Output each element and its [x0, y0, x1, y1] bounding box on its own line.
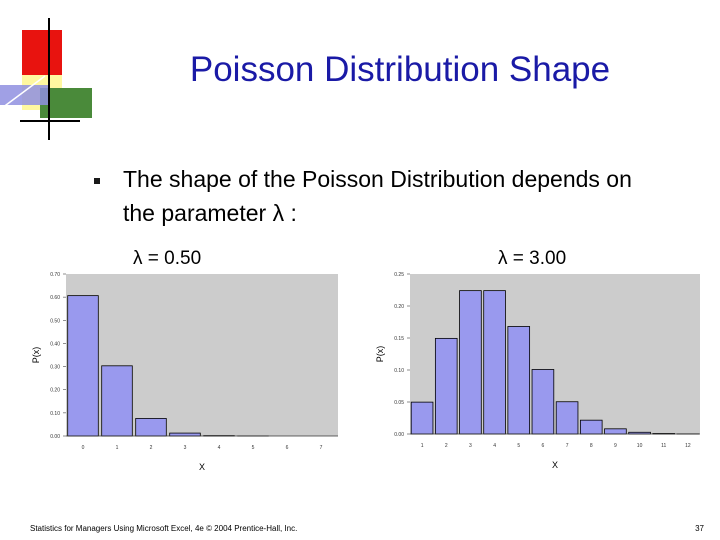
y-tick-label: 0.60 — [50, 295, 60, 301]
bullet-text: The shape of the Poisson Distribution de… — [123, 166, 632, 226]
bar — [434, 337, 458, 435]
x-tick-label: 8 — [590, 443, 593, 449]
x-tick-label: 5 — [517, 443, 520, 449]
x-tick-label: 3 — [184, 445, 187, 451]
bar — [555, 401, 579, 435]
bar — [67, 295, 99, 437]
x-tick-label: 3 — [469, 443, 472, 449]
x-tick-label: 11 — [661, 443, 666, 449]
x-axis-label: X — [199, 462, 205, 472]
poisson-chart-lambda-3: 0.000.050.100.150.200.251 2 3 4 5 6 7 8 9 10 11 12X… — [375, 272, 700, 470]
y-tick-label: 0.70 — [50, 272, 60, 278]
lambda-label-left: λ = 0.50 — [133, 248, 202, 269]
x-tick-label: 0 — [82, 445, 85, 451]
x-axis-label: X — [552, 460, 558, 470]
bar — [169, 432, 201, 437]
y-tick-label: 0.50 — [50, 318, 60, 324]
bar — [135, 418, 167, 437]
y-tick-label: 0.10 — [50, 411, 60, 417]
lambda-label-right: λ = 3.00 — [498, 248, 567, 269]
y-axis-label: P(x) — [375, 346, 385, 363]
y-axis-label: P(x) — [31, 347, 41, 364]
bar — [101, 365, 133, 437]
x-tick-label: 12 — [685, 443, 691, 449]
poisson-chart-lambda-0.5: 0.00 0.10 0.20 0.30 0.40 0.50 0.60 0.70 0 1 2 3 4 5 6 7… — [31, 272, 338, 472]
bar — [604, 428, 627, 435]
x-tick-label: 5 — [252, 445, 255, 451]
slide-logo — [0, 18, 92, 140]
y-tick-label: 0.10 — [394, 368, 404, 374]
bar — [579, 419, 603, 435]
x-tick-label: 1 — [421, 443, 424, 449]
x-tick-label: 7 — [566, 443, 569, 449]
y-tick-label: 0.20 — [394, 304, 404, 310]
footer-text: Statistics for Managers Using Microsoft … — [30, 524, 298, 533]
y-tick-label: 0.05 — [394, 400, 404, 406]
y-tick-label: 0.00 — [394, 432, 404, 438]
x-tick-label: 9 — [614, 443, 617, 449]
x-tick-label: 4 — [493, 443, 496, 449]
x-tick-label: 1 — [116, 445, 119, 451]
x-tick-label: 6 — [286, 445, 289, 451]
bar — [410, 401, 434, 435]
bullet-marker — [94, 178, 100, 184]
x-tick-label: 2 — [445, 443, 448, 449]
x-tick-label: 7 — [320, 445, 323, 451]
x-tick-label: 10 — [637, 443, 643, 449]
y-tick-label: 0.15 — [394, 336, 404, 342]
y-tick-label: 0.40 — [50, 341, 60, 347]
bar — [483, 290, 506, 435]
bar — [531, 369, 555, 435]
y-tick-label: 0.20 — [50, 388, 60, 394]
slide-title: Poisson Distribution Shape — [189, 50, 611, 89]
y-tick-label: 0.30 — [50, 365, 60, 371]
y-tick-label: 0.00 — [50, 434, 60, 440]
bar — [507, 326, 531, 435]
y-tick-label: 0.25 — [394, 272, 404, 278]
x-tick-label: 6 — [542, 443, 545, 449]
plot-area — [410, 274, 700, 434]
x-tick-label: 2 — [150, 445, 153, 451]
x-tick-label: 4 — [218, 445, 221, 451]
page-number: 37 — [695, 524, 704, 533]
bar — [459, 290, 482, 435]
